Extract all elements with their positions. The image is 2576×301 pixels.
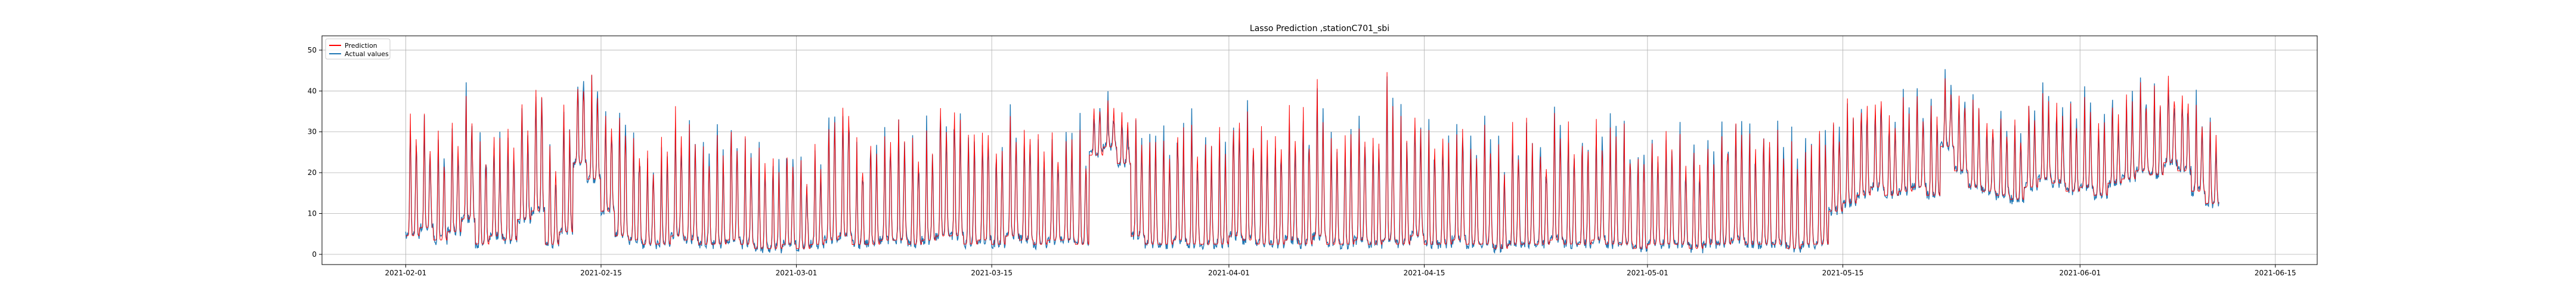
x-tick-label: 2021-06-01 xyxy=(2059,269,2101,277)
y-axis-ticks: 0 10 20 30 40 50 xyxy=(308,46,322,259)
x-tick-label: 2021-02-15 xyxy=(580,269,622,277)
x-tick-label: 2021-02-01 xyxy=(385,269,427,277)
series-actual-values xyxy=(405,69,2219,254)
x-tick-label: 2021-06-15 xyxy=(2255,269,2296,277)
x-tick-label: 2021-04-01 xyxy=(1208,269,1250,277)
x-tick-label: 2021-04-15 xyxy=(1404,269,1445,277)
x-tick-label: 2021-05-15 xyxy=(1822,269,1864,277)
legend-box xyxy=(325,38,391,60)
y-tick-label: 10 xyxy=(308,210,317,218)
y-tick-label: 0 xyxy=(312,250,317,259)
legend-label-actual-values: Actual values xyxy=(345,50,389,58)
legend: Prediction Actual values xyxy=(325,38,391,60)
y-tick-label: 40 xyxy=(308,87,317,95)
y-tick-label: 50 xyxy=(308,46,317,54)
actual-values-line xyxy=(405,69,2219,254)
prediction-line xyxy=(405,72,2219,250)
x-tick-label: 2021-05-01 xyxy=(1627,269,1668,277)
x-tick-label: 2021-03-01 xyxy=(776,269,818,277)
x-tick-label: 2021-03-15 xyxy=(971,269,1013,277)
y-tick-label: 20 xyxy=(308,168,317,177)
chart-title: Lasso Prediction ,stationC701_sbi xyxy=(1250,24,1389,33)
legend-label-prediction: Prediction xyxy=(345,42,377,50)
x-axis-ticks: 2021-02-01 2021-02-15 2021-03-01 2021-03-15… xyxy=(385,265,2296,277)
series-prediction xyxy=(405,72,2219,250)
plot-frame xyxy=(321,35,2318,265)
y-tick-label: 30 xyxy=(308,128,317,136)
